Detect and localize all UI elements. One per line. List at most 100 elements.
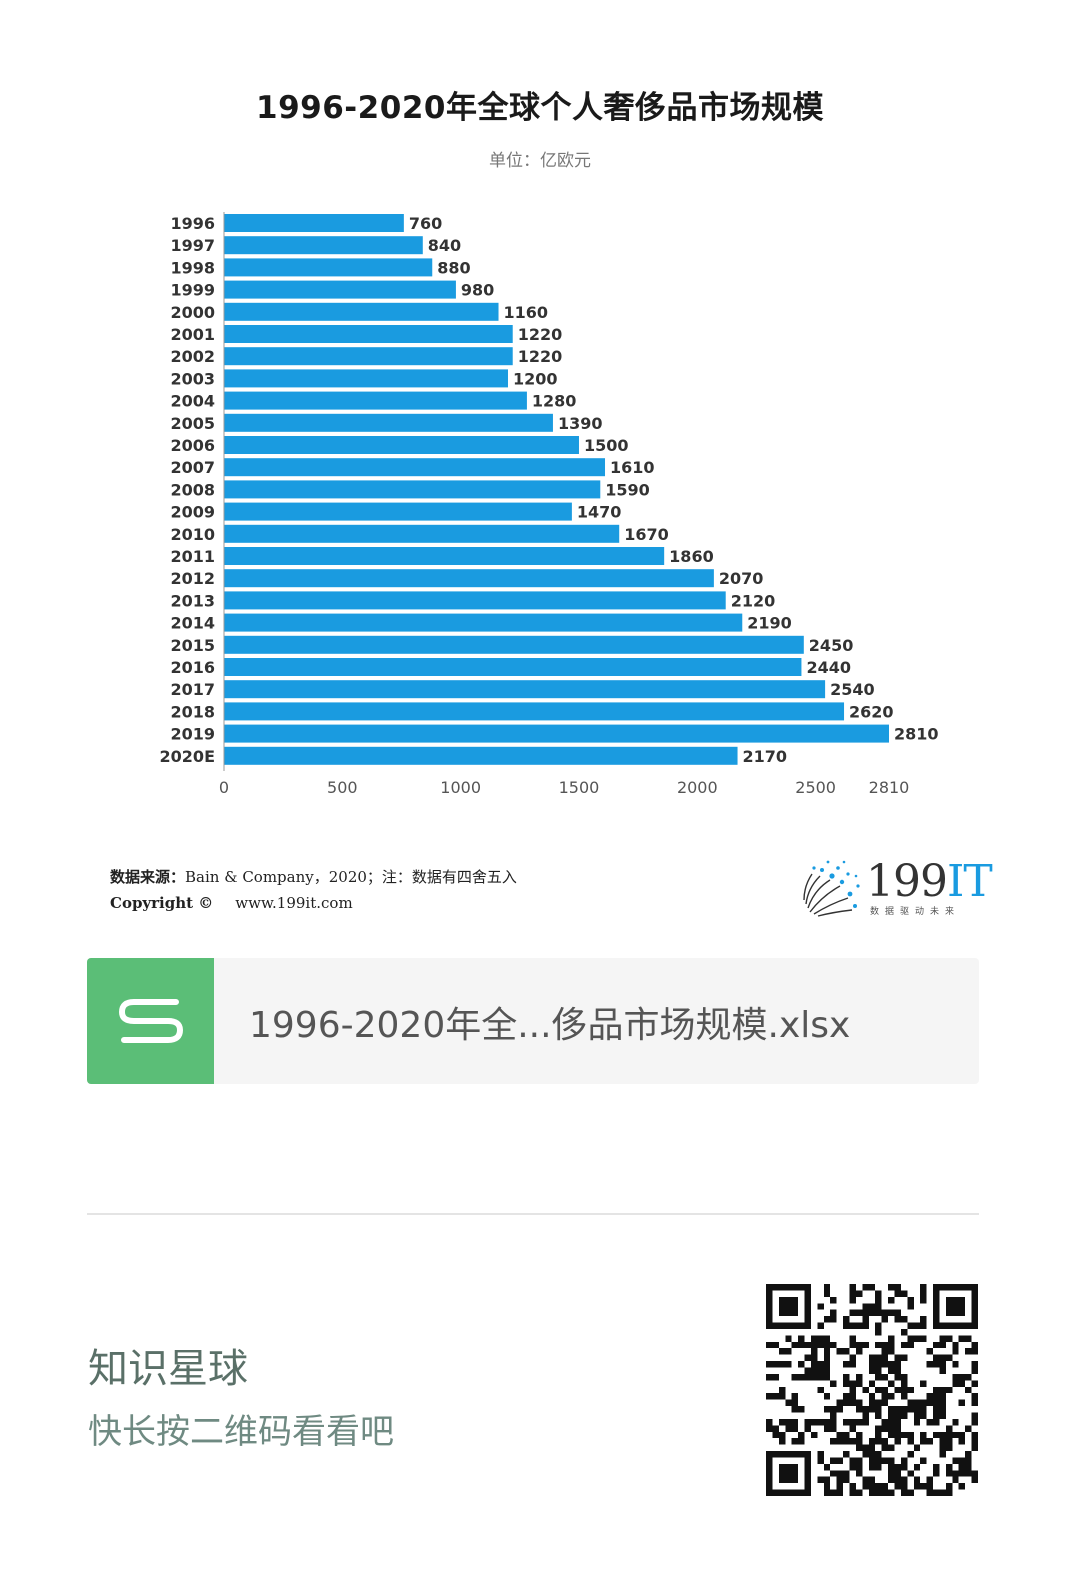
bar-2010 [224,524,620,543]
x-tick-label: 500 [327,778,358,797]
category-label: 2015 [170,636,215,655]
value-label: 1860 [669,547,714,566]
source-label: 数据来源： [110,868,186,886]
value-label: 1220 [518,325,563,344]
bar-2012 [224,569,714,588]
category-label: 2013 [170,591,215,610]
logo-tagline: 数据驱动未来 [870,907,961,917]
value-label: 1390 [558,414,603,433]
divider [87,1213,979,1215]
category-label: 2001 [170,325,215,344]
site-url: www.199it.com [235,894,353,912]
logo-text: 199IT [866,856,993,907]
category-label: 1997 [170,236,215,255]
value-label: 1280 [532,392,577,411]
category-label: 2002 [170,347,215,366]
value-label: 2440 [806,658,851,677]
category-label: 2004 [170,392,215,411]
bar-1999 [224,280,456,299]
bar-2006 [224,436,579,454]
category-label: 2000 [170,303,215,322]
bar-chart: 1996 760 1997 840 1998 880 1999 980 2000 1160 2001… [160,212,939,797]
bar-2020E [224,746,738,765]
value-label: 1220 [518,347,563,366]
bar-2015 [224,635,804,654]
bar-2011 [224,547,665,565]
x-tick-label: 2500 [795,778,836,797]
file-attachment[interactable]: 1996-2020年全...侈品市场规模.xlsx [87,958,979,1084]
category-label: 1998 [170,258,215,277]
bar-2014 [224,613,743,632]
value-label: 1590 [605,480,650,499]
bar-1996 [224,214,404,232]
bar-2009 [224,502,572,521]
bar-2018 [224,702,845,721]
planet-subtitle: 快长按二维码看看吧 [88,1412,394,1452]
bar-1998 [224,258,433,277]
category-label: 2005 [170,414,215,433]
copyright-label: Copyright © [110,894,214,912]
value-label: 2620 [849,702,894,721]
copyright: Copyright © www.199it.com [110,894,353,912]
category-label: 2019 [170,725,215,744]
value-label: 1470 [577,503,622,522]
bar-2000 [224,302,499,321]
qr-code[interactable] [766,1284,978,1496]
value-label: 980 [461,281,494,300]
category-label: 2007 [170,458,215,477]
category-label: 2020E [160,747,215,766]
x-tick-label: 1000 [440,778,481,797]
value-label: 1200 [513,369,558,388]
value-label: 2190 [747,614,792,633]
value-label: 880 [437,258,470,277]
value-label: 2540 [830,680,875,699]
value-label: 2450 [809,636,854,655]
bar-2004 [224,391,527,410]
category-label: 2018 [170,702,215,721]
dandelion-icon [803,860,860,917]
value-label: 1500 [584,436,629,455]
bar-2017 [224,680,826,699]
bar-1997 [224,236,423,255]
planet-title: 知识星球 [88,1346,248,1392]
category-label: 2017 [170,680,215,699]
category-label: 2011 [170,547,215,566]
brand-logo: 199IT 数据驱动未来 [800,856,993,922]
bar-2003 [224,369,508,388]
category-label: 2012 [170,569,215,588]
value-label: 760 [409,214,442,233]
value-label: 1610 [610,458,655,477]
category-label: 1996 [170,214,215,233]
value-label: 2810 [894,725,939,744]
x-tick-label: 2000 [677,778,718,797]
category-label: 2008 [170,480,215,499]
chart-title: 1996-2020年全球个人奢侈品市场规模 [256,90,824,126]
bar-2002 [224,347,513,366]
value-label: 2170 [743,747,788,766]
chart-subtitle: 单位：亿欧元 [489,151,591,171]
x-tick-label: 2810 [869,778,910,797]
value-label: 1670 [624,525,669,544]
bar-2013 [224,591,726,610]
category-label: 2009 [170,503,215,522]
category-label: 2016 [170,658,215,677]
spreadsheet-icon [87,958,214,1084]
x-tick-label: 1500 [559,778,600,797]
value-label: 2120 [731,591,776,610]
category-label: 2014 [170,614,215,633]
bar-2001 [224,325,513,343]
file-name: 1996-2020年全...侈品市场规模.xlsx [249,1005,851,1046]
bar-2016 [224,658,802,676]
value-label: 2070 [719,569,764,588]
value-label: 1160 [504,303,549,322]
data-source: 数据来源：Bain & Company，2020；注：数据有四舍五入 [110,866,517,887]
x-tick-label: 0 [219,778,229,797]
bar-2008 [224,480,601,499]
category-label: 2010 [170,525,215,544]
category-label: 2003 [170,369,215,388]
bar-2019 [224,724,889,743]
category-label: 2006 [170,436,215,455]
category-label: 1999 [170,281,215,300]
source-text: Bain & Company，2020；注：数据有四舍五入 [185,868,517,886]
bar-2007 [224,458,606,477]
